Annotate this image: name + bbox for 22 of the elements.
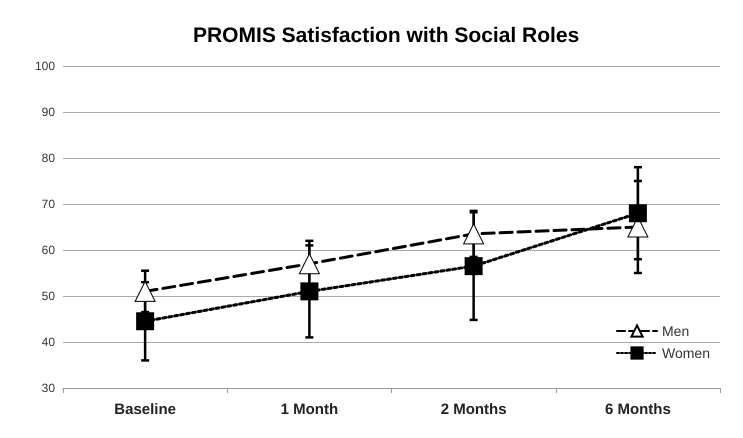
y-tick-label: 60 [42,243,56,257]
y-tick-label: 80 [42,151,56,165]
legend-label: Men [662,323,690,339]
y-tick-label: 50 [42,289,56,303]
x-tick-label: 2 Months [440,401,507,418]
point [300,282,318,300]
y-tick-label: 70 [42,197,56,211]
x-tick-label: 1 Month [280,401,338,418]
point [136,312,154,330]
point [628,204,647,222]
y-tick-label: 90 [42,105,56,119]
y-tick-label: 100 [34,59,56,73]
legend-label: Women [662,345,710,361]
x-tick-label: Baseline [114,401,176,418]
y-tick-label: 40 [42,335,56,349]
point [464,257,483,276]
point [298,253,320,274]
point [463,223,484,244]
y-tick-label: 30 [42,381,56,395]
point [134,280,156,302]
x-tick-label: 6 Months [604,401,671,418]
chart-title: PROMIS Satisfaction with Social Roles [193,24,580,47]
